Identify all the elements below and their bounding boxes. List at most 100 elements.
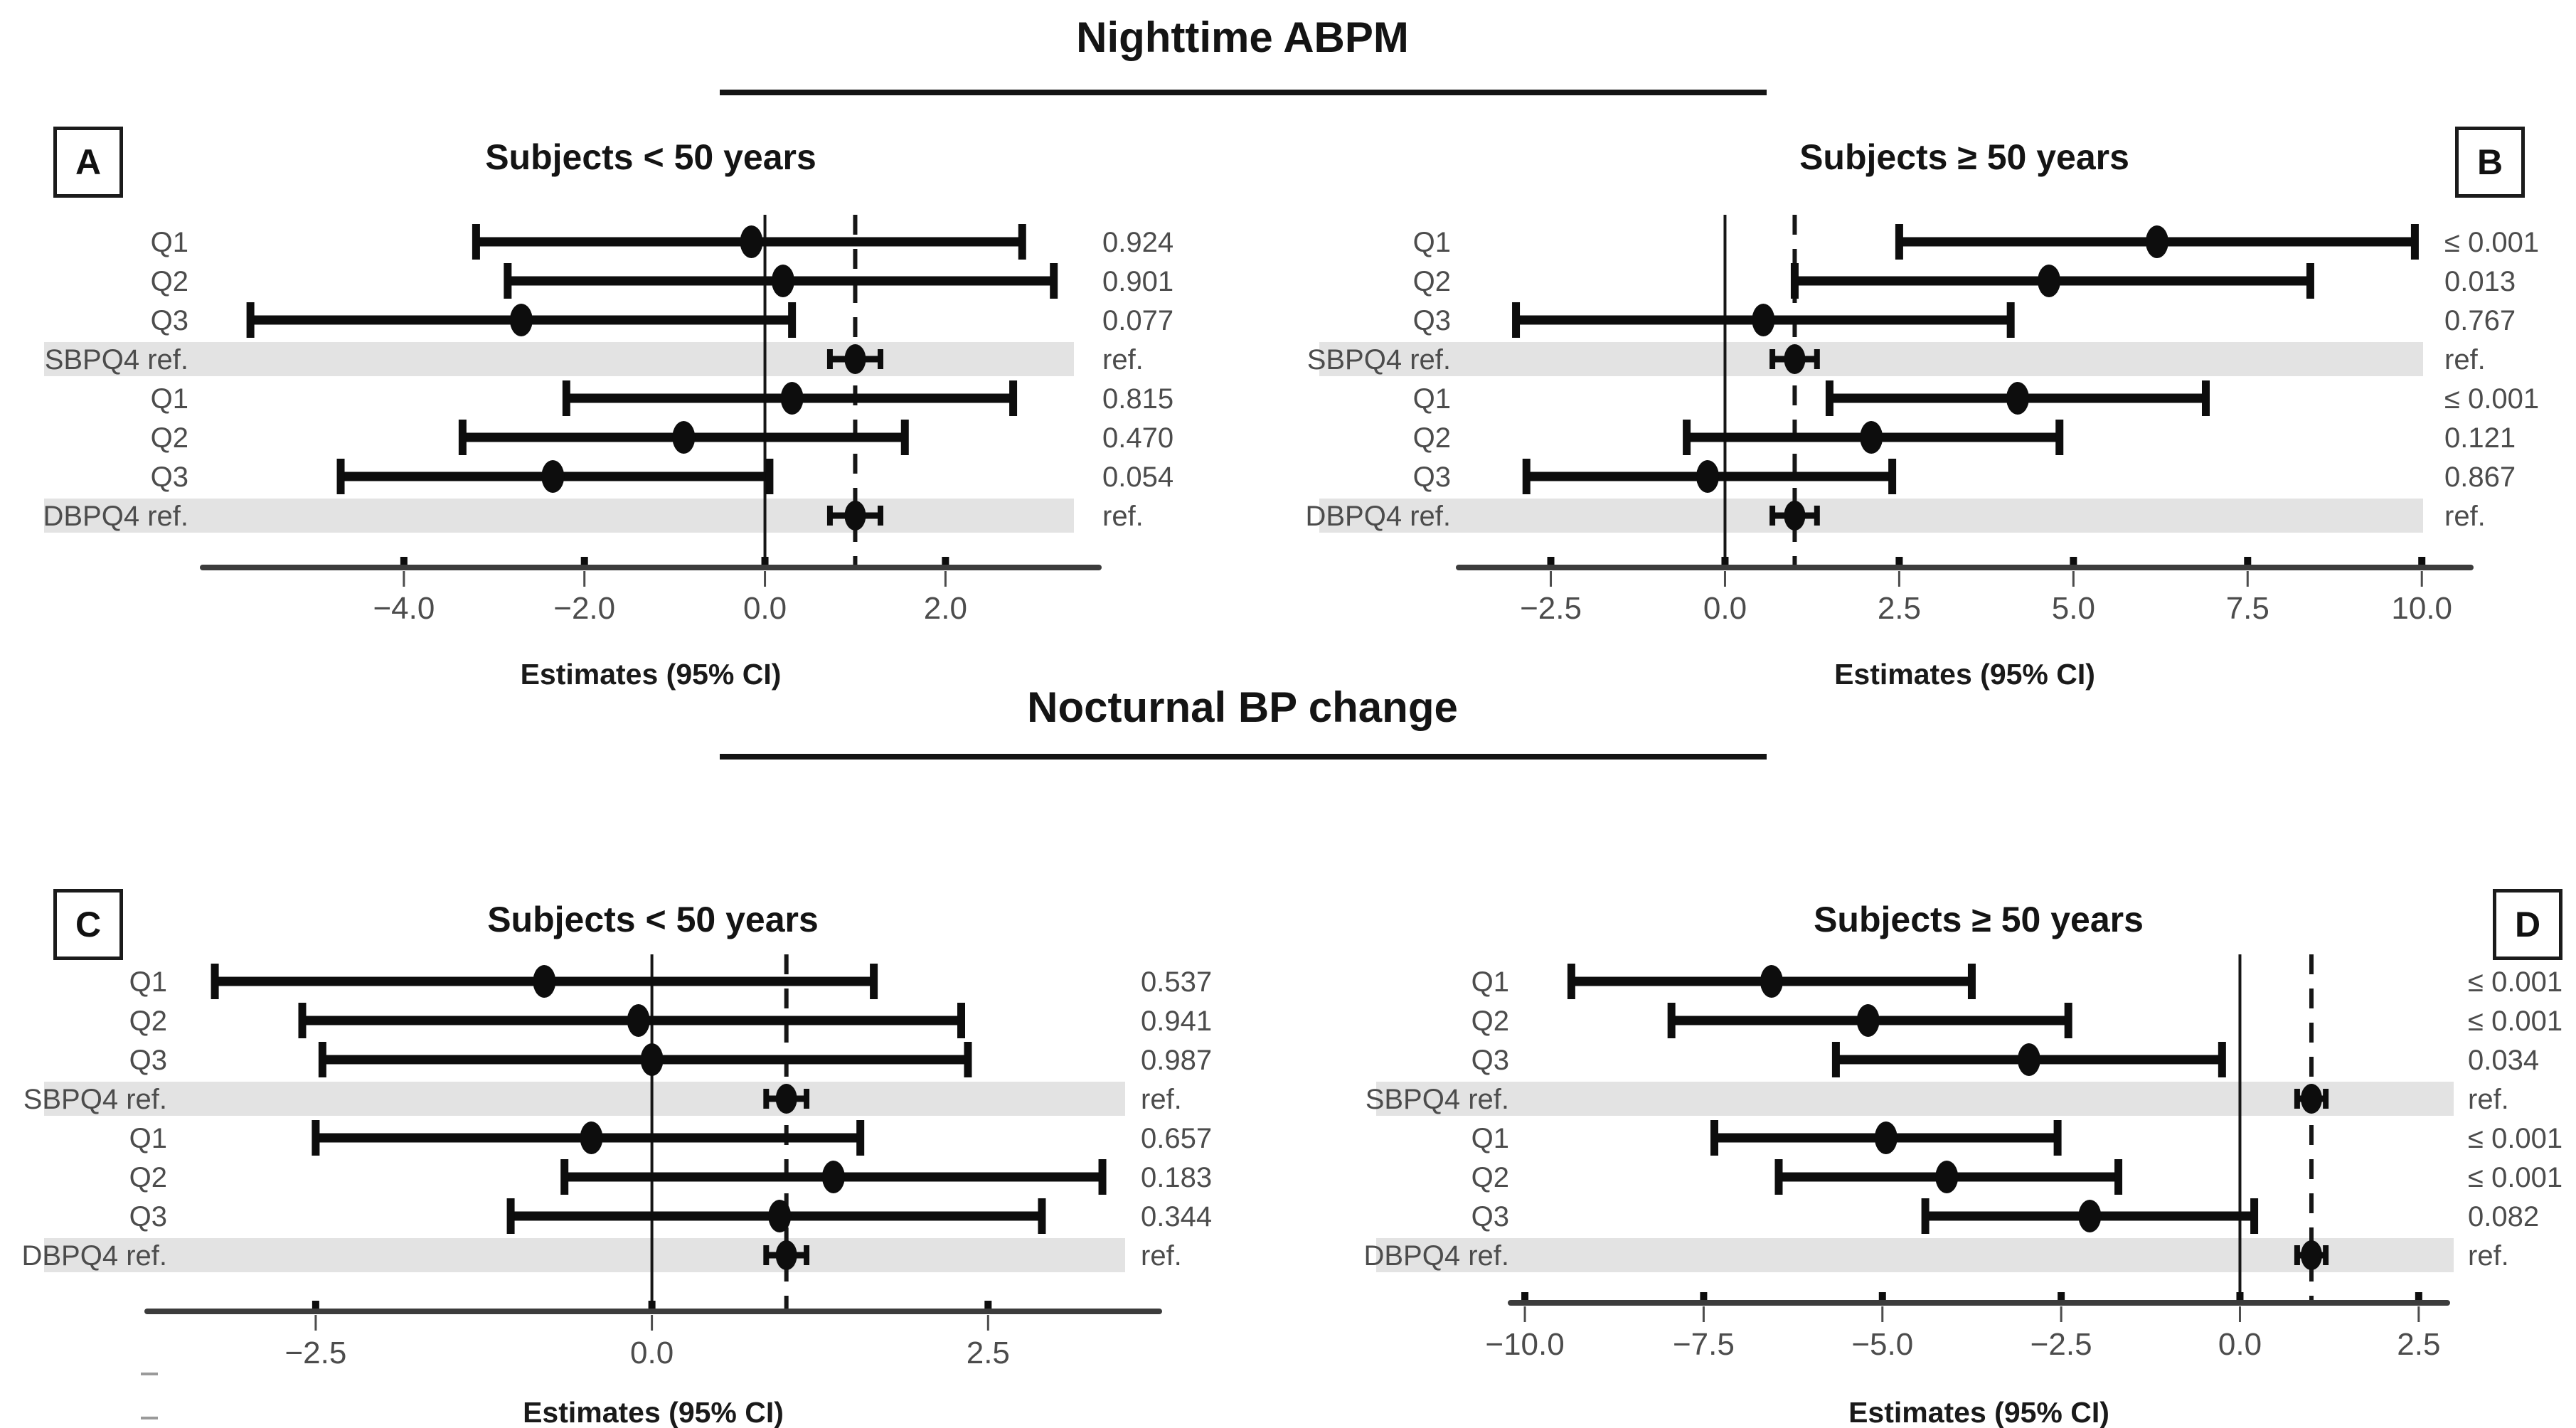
row-label: Q3 xyxy=(129,1201,167,1232)
p-value: 0.121 xyxy=(2444,422,2516,454)
axis-tick-label: 0.0 xyxy=(2218,1327,2262,1362)
p-value: ≤ 0.001 xyxy=(2468,1006,2562,1037)
reference-row-band xyxy=(1319,342,2423,376)
point-estimate xyxy=(768,1200,792,1232)
panel-c-label-box: C xyxy=(53,889,123,960)
axis-tick-label: −5.0 xyxy=(1851,1327,1913,1362)
p-value: 0.815 xyxy=(1102,383,1173,415)
point-estimate xyxy=(1856,1004,1880,1037)
axis-tick-stub xyxy=(761,557,769,565)
row-label: Q1 xyxy=(1413,383,1451,415)
x-axis-title: Estimates (95% CI) xyxy=(523,1396,784,1428)
point-estimate xyxy=(533,965,556,998)
p-value: 0.183 xyxy=(1141,1162,1212,1193)
point-estimate xyxy=(1784,501,1806,531)
p-value: ref. xyxy=(1102,344,1144,375)
point-estimate xyxy=(2038,265,2061,297)
axis-tick-label: 0.0 xyxy=(743,591,787,626)
axis-tick-label: −2.0 xyxy=(553,591,615,626)
axis-tick-stub xyxy=(2415,1292,2422,1300)
panel-d-label-box: D xyxy=(2493,889,2562,960)
forest-plot-svg-B: −2.5 0.0 2.5 5.0 7.5 10.0 Estimates (95% CI) Q1… xyxy=(1305,215,2539,691)
axis-tick-stub xyxy=(580,557,588,565)
point-estimate xyxy=(821,1161,845,1193)
p-value: ref. xyxy=(2468,1240,2509,1272)
p-value: ≤ 0.001 xyxy=(2444,227,2539,258)
forest-plot-svg-C: −2.5 0.0 2.5 Estimates (95% CI) Q1 0.537 Q2 0.9… xyxy=(21,954,1212,1428)
point-estimate xyxy=(2301,1240,2323,1270)
row-label: Q2 xyxy=(1413,422,1451,454)
section-title-nighttime-abpm: Nighttime ABPM xyxy=(1076,14,1409,61)
p-value: 0.537 xyxy=(1141,966,1212,998)
axis-tick-stub xyxy=(984,1301,992,1309)
p-value: ref. xyxy=(2444,344,2486,375)
reference-row-band xyxy=(44,499,1074,533)
axis-tick-stub xyxy=(2058,1292,2065,1300)
axis-tick-stub xyxy=(1700,1292,1708,1300)
point-estimate xyxy=(1874,1121,1898,1154)
row-label: Q1 xyxy=(1413,227,1451,258)
axis-tick-stub xyxy=(1895,557,1903,565)
reference-row-band xyxy=(1319,499,2423,533)
axis-tick-stub xyxy=(942,557,949,565)
reference-row-band xyxy=(1376,1082,2454,1116)
p-value: 0.013 xyxy=(2444,266,2516,297)
row-label: Q3 xyxy=(1471,1045,1509,1076)
row-label: Q3 xyxy=(129,1045,167,1076)
axis-tick-label: 2.0 xyxy=(924,591,967,626)
point-estimate xyxy=(1784,344,1806,374)
axis-tick-stub xyxy=(1521,1292,1529,1300)
p-value: ref. xyxy=(1141,1084,1182,1115)
row-label: Q1 xyxy=(151,227,188,258)
point-estimate xyxy=(844,344,866,374)
row-label: SBPQ4 ref. xyxy=(1307,344,1451,375)
axis-tick-label: 2.5 xyxy=(967,1336,1010,1370)
p-value: ref. xyxy=(2444,501,2486,532)
p-value: 0.657 xyxy=(1141,1123,1212,1154)
p-value: ≤ 0.001 xyxy=(2468,1123,2562,1154)
panel-c-forest-plot: −2.5 0.0 2.5 Estimates (95% CI) Q1 0.537 Q2 0.9… xyxy=(14,946,1294,1428)
p-value: 0.470 xyxy=(1102,422,1173,454)
section-title-nocturnal-bp-change: Nocturnal BP change xyxy=(1027,683,1458,731)
panel-b-label-box: B xyxy=(2455,127,2525,198)
panel-b-subtitle: Subjects ≥ 50 years xyxy=(1799,137,2129,177)
x-axis-title: Estimates (95% CI) xyxy=(1834,658,2095,691)
panel-a-label-box: A xyxy=(53,127,123,198)
forest-plot-svg-D: −10.0 −7.5 −5.0 −2.5 0.0 2.5 Estimates (95% CI… xyxy=(1363,954,2562,1428)
p-value: 0.344 xyxy=(1141,1201,1212,1232)
point-estimate xyxy=(1760,965,1783,998)
panel-d-forest-plot: −10.0 −7.5 −5.0 −2.5 0.0 2.5 Estimates (95% CI… xyxy=(1337,946,2576,1428)
panel-c-subtitle: Subjects < 50 years xyxy=(487,900,819,939)
point-estimate xyxy=(775,1240,797,1270)
row-label: Q2 xyxy=(129,1006,167,1037)
point-estimate xyxy=(2006,382,2029,415)
axis-tick-label: −2.5 xyxy=(2031,1327,2092,1362)
row-label: Q2 xyxy=(1413,266,1451,297)
axis-tick-label: 10.0 xyxy=(2391,591,2452,626)
row-label: Q2 xyxy=(151,422,188,454)
p-value: 0.054 xyxy=(1102,462,1173,493)
panel-a-letter: A xyxy=(75,142,102,182)
row-label: Q2 xyxy=(129,1162,167,1193)
reference-row-band xyxy=(44,1238,1125,1272)
axis-tick-label: 7.5 xyxy=(2226,591,2269,626)
point-estimate xyxy=(780,382,804,415)
axis-tick-label: −10.0 xyxy=(1485,1327,1564,1362)
panel-b-forest-plot: −2.5 0.0 2.5 5.0 7.5 10.0 Estimates (95% CI) Q1… xyxy=(1273,206,2576,704)
stray-tick-artifact xyxy=(141,1373,158,1375)
point-estimate xyxy=(672,421,696,454)
point-estimate xyxy=(1935,1161,1959,1193)
axis-tick-label: −2.5 xyxy=(284,1336,346,1370)
row-label: SBPQ4 ref. xyxy=(23,1084,167,1115)
panel-a-subtitle: Subjects < 50 years xyxy=(485,137,816,177)
axis-tick-stub xyxy=(400,557,408,565)
row-label: Q3 xyxy=(1413,305,1451,336)
p-value: ≤ 0.001 xyxy=(2468,1162,2562,1193)
row-label: DBPQ4 ref. xyxy=(1305,501,1451,532)
axis-tick-label: −4.0 xyxy=(373,591,435,626)
section-title-underline xyxy=(720,754,1767,760)
axis-tick-stub xyxy=(1878,1292,1886,1300)
row-label: Q3 xyxy=(151,305,188,336)
axis-tick-stub xyxy=(2244,557,2252,565)
